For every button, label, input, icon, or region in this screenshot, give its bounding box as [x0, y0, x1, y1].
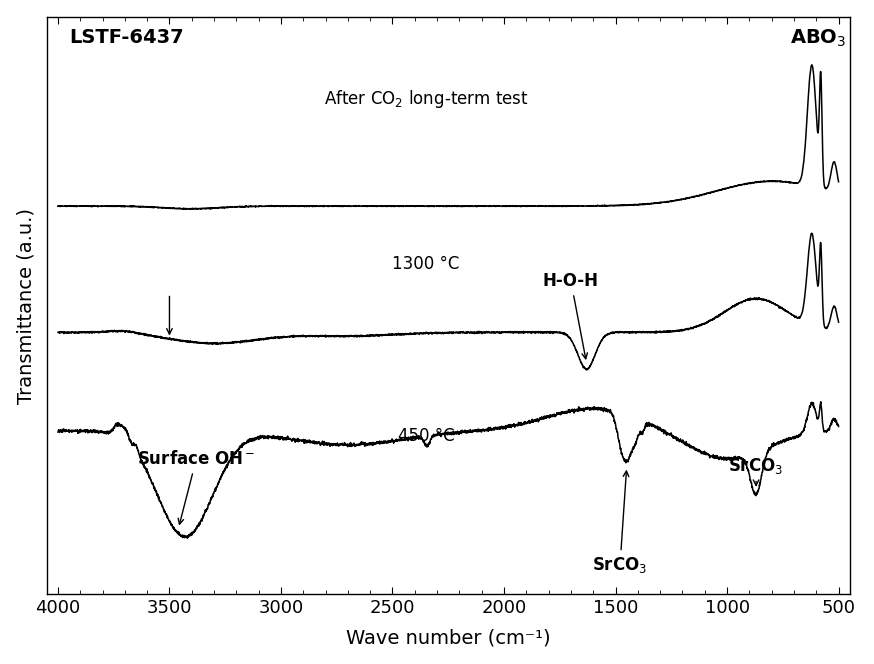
Text: H-O-H: H-O-H: [543, 272, 599, 359]
Text: 450 °C: 450 °C: [398, 427, 454, 445]
Text: LSTF-6437: LSTF-6437: [69, 28, 184, 47]
Y-axis label: Transmittance (a.u.): Transmittance (a.u.): [17, 208, 36, 404]
Text: After CO$_2$ long-term test: After CO$_2$ long-term test: [323, 88, 528, 110]
Text: SrCO$_3$: SrCO$_3$: [729, 456, 784, 485]
Text: Surface OH$^-$: Surface OH$^-$: [137, 450, 255, 525]
Text: SrCO$_3$: SrCO$_3$: [593, 471, 648, 575]
Text: ABO$_3$: ABO$_3$: [790, 28, 847, 49]
Text: 1300 °C: 1300 °C: [392, 256, 460, 274]
X-axis label: Wave number (cm⁻¹): Wave number (cm⁻¹): [346, 628, 551, 647]
